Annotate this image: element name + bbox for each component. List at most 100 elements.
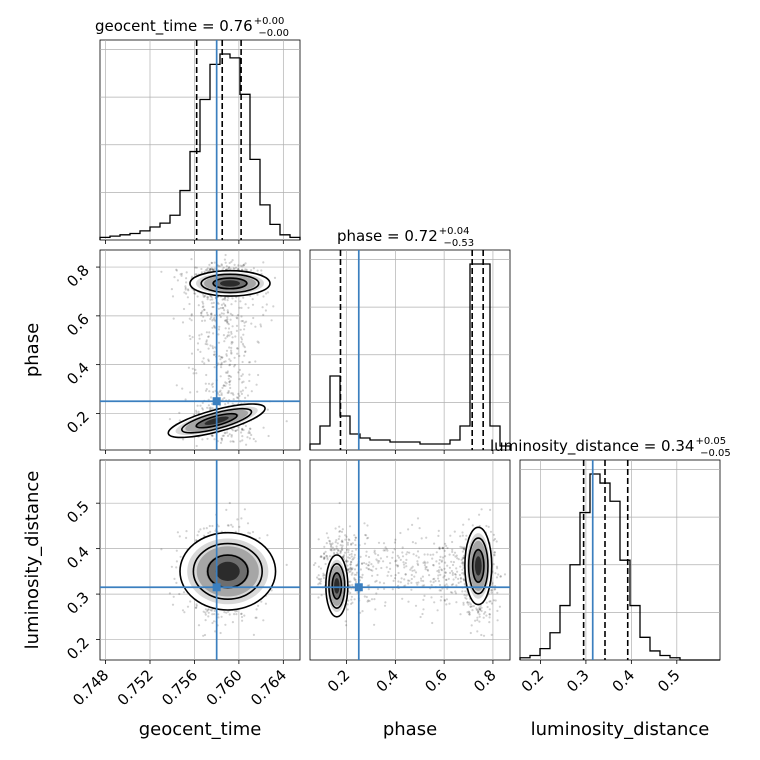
scatter-point: [266, 534, 269, 537]
scatter-point: [210, 302, 213, 305]
scatter-point: [453, 530, 456, 533]
scatter-point: [493, 537, 497, 541]
scatter-point: [348, 570, 351, 574]
scatter-point: [248, 532, 252, 535]
scatter-point: [205, 340, 208, 343]
scatter-point: [376, 559, 379, 562]
scatter-point: [224, 303, 227, 307]
scatter-point: [462, 603, 465, 606]
scatter-point: [454, 592, 458, 595]
scatter-point: [205, 331, 208, 334]
scatter-point: [386, 555, 389, 558]
scatter-point: [230, 260, 233, 263]
panel-frame-luminosity-distance-vs-phase: [309, 459, 511, 661]
scatter-point: [462, 564, 465, 567]
scatter-point: [458, 573, 461, 577]
scatter-point: [461, 550, 464, 553]
scatter-point: [423, 553, 426, 556]
scatter-point: [476, 616, 479, 619]
scatter-point: [175, 269, 178, 272]
scatter-point: [219, 307, 222, 310]
scatter-point: [410, 577, 413, 581]
scatter-point: [353, 573, 356, 576]
scatter-point: [231, 336, 234, 339]
scatter-point: [438, 547, 441, 550]
scatter-point: [257, 373, 260, 377]
scatter-point: [190, 313, 193, 316]
scatter-point: [416, 560, 419, 563]
scatter-point: [202, 295, 205, 298]
scatter-point: [209, 298, 212, 301]
scatter-point: [190, 319, 193, 322]
scatter-point: [375, 579, 378, 583]
scatter-point: [241, 619, 244, 622]
scatter-point: [421, 612, 424, 616]
scatter-point: [345, 559, 348, 562]
scatter-point: [463, 548, 466, 551]
scatter-point: [210, 312, 213, 316]
scatter-point: [399, 558, 402, 562]
scatter-point: [469, 603, 472, 606]
scatter-point: [236, 428, 239, 432]
scatter-point: [485, 524, 488, 528]
scatter-point: [460, 562, 463, 565]
scatter-point: [404, 584, 407, 587]
scatter-point: [200, 312, 203, 315]
scatter-point: [446, 564, 449, 567]
scatter-point: [391, 551, 394, 554]
scatter-point: [474, 619, 477, 622]
scatter-point: [359, 568, 362, 571]
scatter-point: [480, 609, 483, 613]
scatter-point: [248, 379, 251, 383]
scatter-point: [397, 584, 400, 587]
scatter-point: [236, 314, 239, 317]
scatter-point: [201, 407, 204, 410]
scatter-point: [347, 548, 350, 552]
scatter-point: [350, 543, 353, 546]
scatter-point: [395, 559, 398, 562]
scatter-point: [468, 613, 471, 616]
scatter-point: [226, 335, 229, 338]
scatter-point: [394, 538, 397, 541]
scatter-point: [244, 424, 247, 428]
panel-frame-phase-hist: [309, 249, 511, 451]
scatter-point: [344, 538, 347, 541]
scatter-point: [254, 325, 257, 328]
scatter-point: [228, 380, 231, 383]
scatter-point: [228, 266, 231, 269]
scatter-point: [490, 591, 493, 594]
scatter-point: [238, 306, 241, 309]
scatter-point: [455, 567, 458, 570]
histogram-geocent_time: [99, 53, 301, 240]
scatter-point: [466, 601, 469, 604]
scatter-point: [419, 615, 422, 619]
scatter-point: [197, 530, 200, 533]
scatter-point: [186, 296, 189, 299]
scatter-point: [431, 557, 434, 560]
scatter-point: [224, 296, 227, 299]
geocent-dist-contour-1: [192, 542, 263, 600]
scatter-point: [249, 427, 252, 430]
scatter-point: [211, 268, 214, 271]
scatter-point: [183, 611, 186, 614]
scatter-point: [439, 599, 442, 602]
scatter-point: [423, 594, 426, 598]
scatter-point: [191, 336, 194, 339]
scatter-point: [441, 556, 445, 559]
scatter-point: [371, 569, 374, 572]
scatter-point: [383, 604, 387, 607]
scatter-point: [449, 534, 452, 537]
scatter-point: [228, 383, 231, 386]
scatter-point: [353, 534, 356, 537]
scatter-point: [385, 566, 388, 569]
scatter-point: [461, 568, 464, 571]
scatter-point: [247, 531, 250, 534]
scatter-point: [499, 575, 502, 578]
scatter-point: [332, 551, 336, 554]
scatter-point: [410, 573, 413, 577]
scatter-point: [197, 410, 200, 413]
scatter-point: [203, 295, 206, 298]
scatter-point: [433, 601, 436, 604]
scatter-point: [411, 541, 414, 544]
scatter-point: [351, 571, 354, 575]
